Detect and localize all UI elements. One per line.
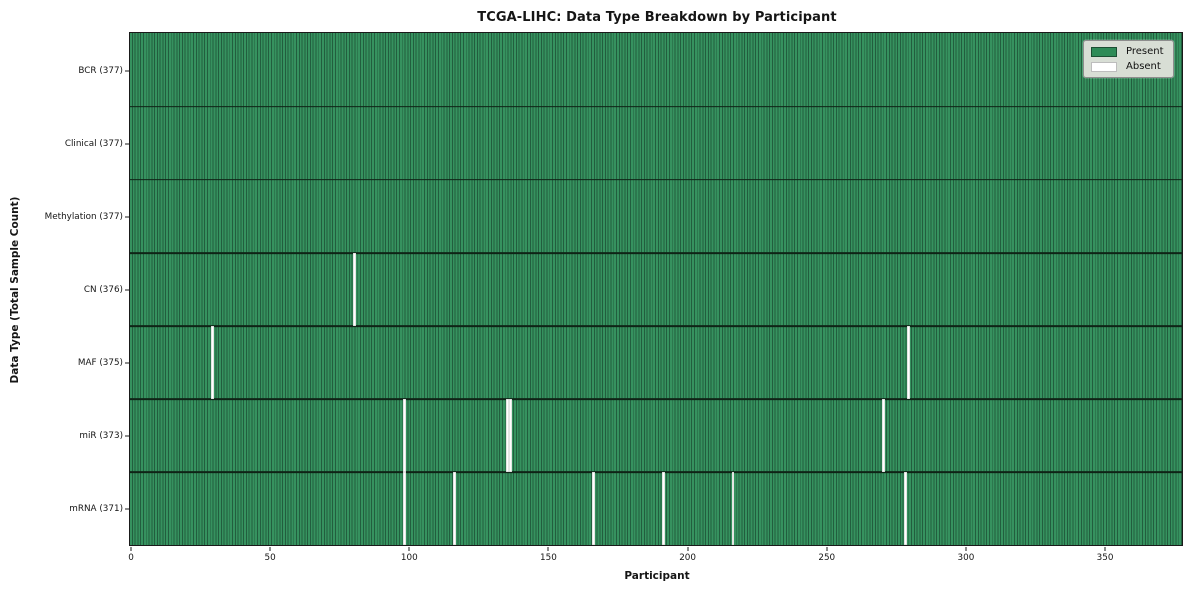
chart-title: TCGA-LIHC: Data Type Breakdown by Partic… xyxy=(477,10,837,25)
y-axis-label: Data Type (Total Sample Count) xyxy=(9,196,21,384)
y-tick-label: mRNA (371) xyxy=(69,504,123,515)
y-tick-mark xyxy=(125,362,130,364)
absent-cell xyxy=(906,325,910,400)
x-tick-mark xyxy=(687,547,689,551)
absent-cell xyxy=(881,399,885,473)
y-tick-label: CN (376) xyxy=(83,285,123,295)
legend-swatch-absent xyxy=(1091,61,1117,72)
y-tick-label: miR (373) xyxy=(79,431,123,442)
y-tick-label: MAF (375) xyxy=(77,358,123,369)
absent-cell xyxy=(403,399,406,473)
y-tick-mark xyxy=(125,216,130,218)
y-tick-mark xyxy=(125,508,130,510)
absent-cell xyxy=(904,472,907,546)
row-separator xyxy=(130,105,1183,108)
legend: Present Absent xyxy=(1083,40,1174,78)
y-tick-mark xyxy=(125,289,130,291)
absent-cell xyxy=(403,472,406,546)
y-axis-tick-marks xyxy=(125,34,130,546)
x-tick-label: 150 xyxy=(540,552,557,563)
x-tick-label: 200 xyxy=(679,552,697,563)
absent-cell xyxy=(506,399,509,473)
x-tick-label: 250 xyxy=(818,552,836,563)
absent-cell xyxy=(508,399,512,473)
legend-item: Present xyxy=(1091,46,1164,57)
legend-swatch-present xyxy=(1091,46,1117,57)
x-tick-mark xyxy=(1104,547,1106,551)
y-tick-mark xyxy=(125,70,130,72)
absent-cell xyxy=(453,472,457,546)
x-axis-label: Participant xyxy=(624,570,690,582)
absent-cell xyxy=(592,472,596,546)
row-separator xyxy=(130,471,1183,474)
y-axis-tick-labels: BCR (377) Clinical (377) Methylation (377)… xyxy=(0,34,123,546)
x-tick-label: 0 xyxy=(128,552,134,563)
row-separator xyxy=(130,178,1183,181)
y-tick-mark xyxy=(125,435,130,437)
legend-label: Absent xyxy=(1126,61,1161,72)
row-separator xyxy=(130,325,1183,327)
absent-cell xyxy=(661,472,665,546)
row-separator xyxy=(130,398,1183,400)
x-tick-mark xyxy=(408,547,410,551)
x-tick-mark xyxy=(826,547,828,551)
plot-area xyxy=(129,32,1184,547)
x-tick-label: 300 xyxy=(957,552,975,563)
y-tick-label: Clinical (377) xyxy=(64,138,123,149)
x-tick-mark xyxy=(130,547,132,551)
y-tick-label: Methylation (377) xyxy=(44,211,123,222)
x-tick-label: 100 xyxy=(400,552,418,563)
x-tick-label: 50 xyxy=(264,552,276,563)
absent-cell xyxy=(731,472,735,546)
absent-cell xyxy=(211,325,214,400)
y-tick-mark xyxy=(125,143,130,145)
y-tick-label: BCR (377) xyxy=(78,65,123,76)
x-axis-ticks: 0 50 100 150 200 250 300 350 xyxy=(128,546,1183,568)
x-tick-mark xyxy=(269,547,271,551)
x-tick-mark xyxy=(965,547,967,551)
row-separator xyxy=(130,251,1183,254)
x-tick-mark xyxy=(547,547,549,551)
x-tick-label: 350 xyxy=(1096,552,1114,563)
legend-label: Present xyxy=(1126,46,1164,57)
absent-cell xyxy=(353,252,356,326)
legend-item: Absent xyxy=(1091,61,1164,72)
